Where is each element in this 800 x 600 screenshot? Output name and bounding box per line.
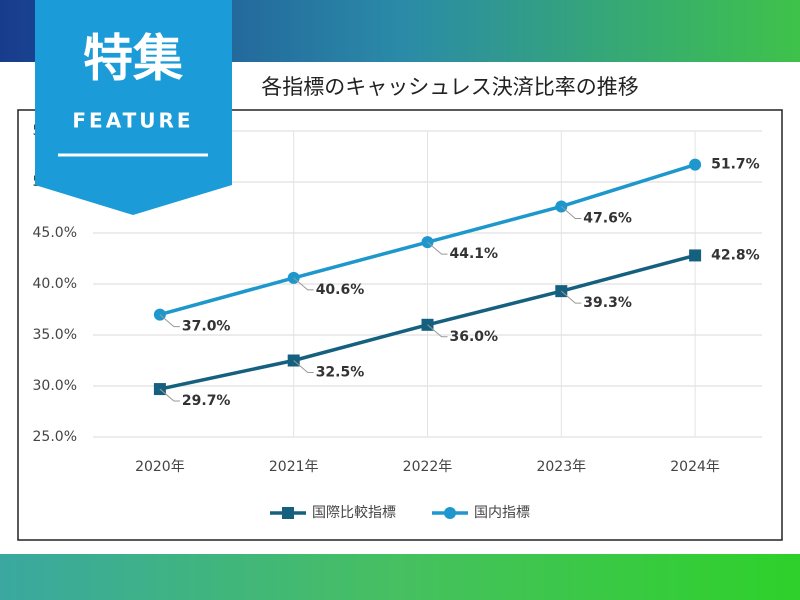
data-label: 36.0% xyxy=(450,329,499,345)
y-tick-label: 25.0% xyxy=(33,429,77,445)
y-tick-label: 45.0% xyxy=(33,225,77,241)
data-label: 39.3% xyxy=(583,295,632,311)
legend-marker xyxy=(444,507,456,519)
y-tick-label: 40.0% xyxy=(33,276,77,292)
leader-line xyxy=(560,206,582,219)
leader-line xyxy=(293,360,314,373)
x-tick-label: 2024年 xyxy=(670,459,720,475)
data-label: 44.1% xyxy=(450,246,499,262)
legend-label: 国際比較指標 xyxy=(312,505,396,521)
legend-label: 国内指標 xyxy=(474,505,530,521)
plot: 25.0%30.0%35.0%40.0%45.0%50.0%55.0%2020年… xyxy=(33,123,762,521)
data-label: 42.8% xyxy=(711,247,760,263)
point xyxy=(689,249,702,262)
data-label: 40.6% xyxy=(316,282,365,298)
leader-line xyxy=(560,290,582,304)
leader-line xyxy=(159,314,180,328)
chart-title: 各指標のキャッシュレス決済比率の推移 xyxy=(261,75,639,99)
bottom-band xyxy=(0,550,800,600)
data-label: 37.0% xyxy=(182,319,231,335)
leader-line xyxy=(159,388,180,402)
data-label: 47.6% xyxy=(583,210,632,226)
y-tick-label: 35.0% xyxy=(33,327,77,343)
data-label: 29.7% xyxy=(182,393,231,409)
point xyxy=(689,158,702,171)
leader-line xyxy=(293,277,314,291)
leader-line xyxy=(427,324,448,338)
data-label: 32.5% xyxy=(316,365,365,381)
badge-title: 特集 xyxy=(83,30,183,88)
leader-line xyxy=(427,241,448,255)
badge-subtitle: FEATURE xyxy=(72,109,193,133)
y-tick-label: 30.0% xyxy=(33,378,77,394)
data-label: 51.7% xyxy=(711,157,760,173)
x-tick-label: 2022年 xyxy=(403,459,453,475)
x-tick-label: 2021年 xyxy=(269,459,319,475)
badge: 特集 FEATURE xyxy=(35,0,232,215)
x-tick-label: 2023年 xyxy=(536,459,586,475)
badge-shape xyxy=(35,0,232,215)
x-tick-label: 2020年 xyxy=(135,459,185,475)
legend-marker xyxy=(282,507,294,519)
